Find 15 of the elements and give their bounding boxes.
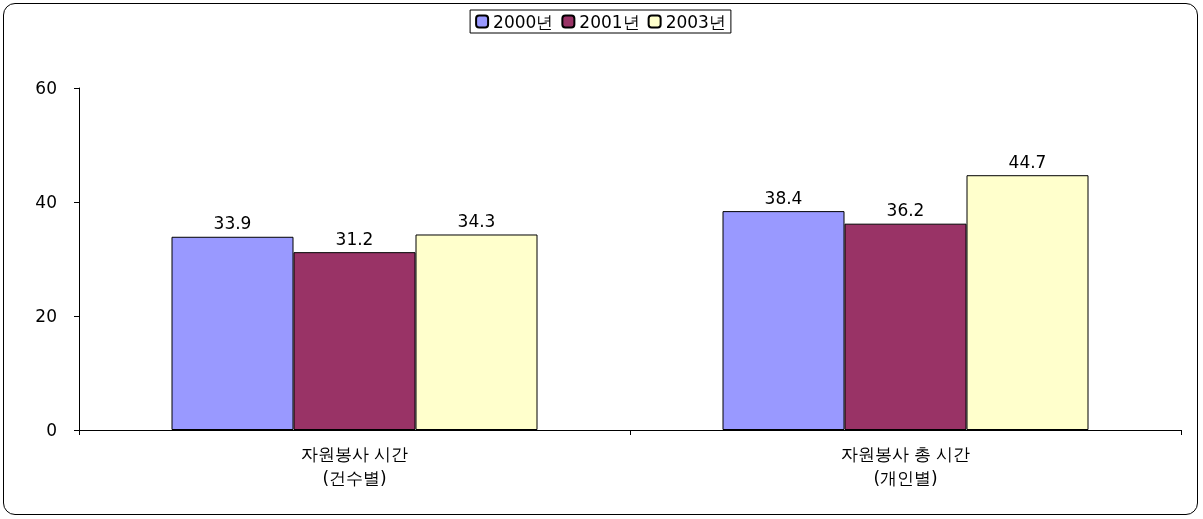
x-tick-label: 자원봉사 시간 (건수별) [300, 444, 409, 488]
x-tick-label: 자원봉사 총 시간 (개인별) [840, 444, 971, 488]
legend-label: 2003년 [665, 11, 726, 32]
y-tick-label: 0 [46, 420, 57, 440]
y-tick-label: 40 [35, 192, 57, 212]
y-tick-label: 60 [35, 78, 57, 98]
data-label: 38.4 [764, 187, 803, 208]
y-tick-label: 20 [35, 306, 57, 326]
data-label: 31.2 [335, 228, 374, 249]
data-label: 44.7 [1008, 151, 1047, 172]
legend-label: 2001년 [579, 11, 640, 32]
data-label: 34.3 [457, 210, 496, 231]
legend-label: 2000년 [493, 11, 554, 32]
data-label: 33.9 [213, 213, 252, 234]
data-label: 36.2 [886, 200, 925, 221]
